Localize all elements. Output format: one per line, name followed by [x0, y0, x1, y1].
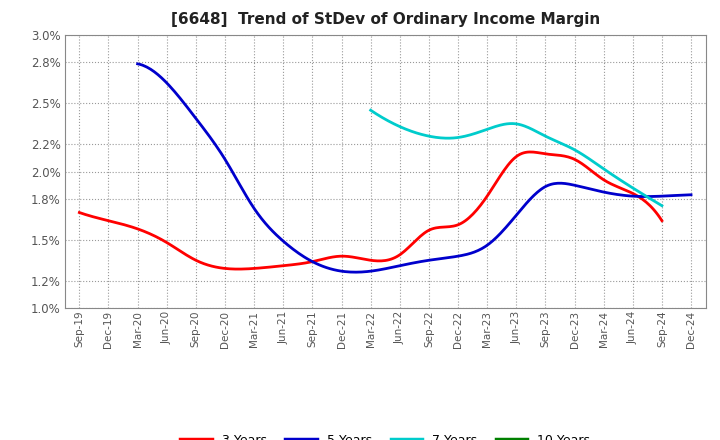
7 Years	[630, 187, 639, 192]
7 Years	[367, 108, 376, 114]
3 Years	[527, 149, 536, 154]
5 Years	[464, 251, 473, 257]
7 Years	[544, 135, 553, 140]
7 Years	[539, 132, 547, 138]
5 Years	[602, 190, 611, 195]
3 Years	[424, 228, 433, 233]
5 Years	[463, 252, 472, 257]
3 Years	[77, 211, 86, 216]
3 Years	[422, 229, 431, 235]
5 Years	[133, 61, 142, 66]
5 Years	[636, 194, 645, 199]
5 Years	[351, 270, 360, 275]
5 Years	[687, 192, 696, 198]
5 Years	[474, 248, 482, 253]
Title: [6648]  Trend of StDev of Ordinary Income Margin: [6648] Trend of StDev of Ordinary Income…	[171, 12, 600, 27]
3 Years	[75, 210, 84, 215]
3 Years	[235, 267, 243, 272]
7 Years	[366, 107, 375, 113]
Legend: 3 Years, 5 Years, 7 Years, 10 Years: 3 Years, 5 Years, 7 Years, 10 Years	[176, 429, 595, 440]
7 Years	[540, 133, 549, 138]
3 Years	[657, 218, 666, 224]
7 Years	[657, 203, 666, 208]
3 Years	[433, 225, 442, 230]
7 Years	[612, 175, 621, 180]
3 Years	[570, 157, 579, 162]
5 Years	[135, 62, 144, 67]
3 Years	[607, 181, 616, 187]
Line: 7 Years: 7 Years	[371, 110, 662, 205]
Line: 5 Years: 5 Years	[138, 64, 691, 272]
Line: 3 Years: 3 Years	[79, 152, 662, 269]
